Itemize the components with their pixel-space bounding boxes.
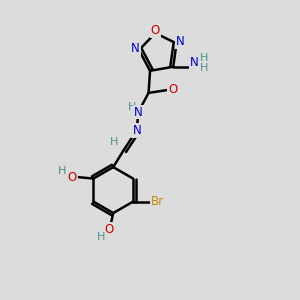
Text: O: O <box>104 223 113 236</box>
Text: H: H <box>200 53 208 63</box>
Text: N: N <box>132 124 141 137</box>
Text: N: N <box>176 35 184 49</box>
Text: N: N <box>190 56 199 69</box>
Text: O: O <box>68 171 77 184</box>
Text: H: H <box>58 166 67 176</box>
Text: O: O <box>151 24 160 37</box>
Text: H: H <box>96 232 105 242</box>
Text: H: H <box>200 63 208 73</box>
Text: H: H <box>110 137 118 147</box>
Text: N: N <box>131 42 140 55</box>
Text: Br: Br <box>151 195 164 208</box>
Text: O: O <box>168 83 178 97</box>
Text: H: H <box>128 102 136 112</box>
Text: N: N <box>134 106 143 118</box>
